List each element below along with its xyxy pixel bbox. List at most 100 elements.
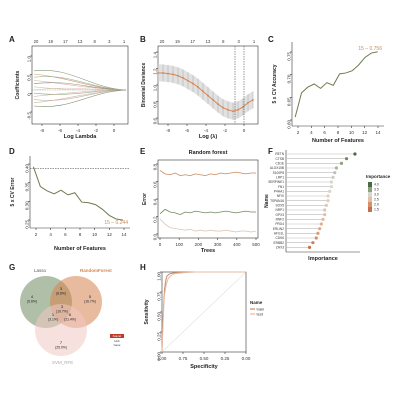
x-tick-label: 100 <box>175 242 183 247</box>
venn-region-count: 3 <box>61 304 64 309</box>
x-tick-label: -6 <box>58 128 62 133</box>
x-tick-label: 10 <box>92 232 98 237</box>
y-tick-label: 1.4 <box>153 52 158 59</box>
venn-region-count: 3 <box>60 286 63 291</box>
y-tick-label: 0.2 <box>153 216 158 223</box>
legend-tick-label: 3.5 <box>374 188 379 192</box>
x-tick-label: 8 <box>337 130 340 135</box>
roc-curve-chart: 1.00 0.75 0.50 0.25 0.00 0.00 0.25 0.50 0.75 1.00… <box>144 271 264 370</box>
panel-label-d: D <box>9 147 15 156</box>
venn-region-count: 5 <box>89 294 92 299</box>
deviance-point <box>247 101 249 104</box>
venn-region-percent: (16.7%) <box>84 300 96 304</box>
y-tick-label: 0.70 <box>287 74 292 83</box>
top-tick-label: 19 <box>48 39 53 44</box>
importance-point <box>314 236 318 240</box>
x-tick-label: 300 <box>214 242 222 247</box>
x-tick-label: -8 <box>166 128 170 133</box>
x-tick-label: -8 <box>40 128 44 133</box>
legend-color-swatch <box>368 187 372 192</box>
legend-title: Importance <box>366 174 391 179</box>
importance-point <box>329 180 334 184</box>
x-axis-title: Log Lambda <box>64 134 98 140</box>
feature-label: ZHX3 <box>276 246 284 250</box>
venn-region-percent: (3.1%) <box>48 318 58 322</box>
coefficient-path <box>33 76 127 91</box>
deviance-point <box>242 106 244 108</box>
deviance-point <box>187 79 189 82</box>
y-tick-label: 0.0 <box>153 234 158 241</box>
deviance-point <box>217 103 219 106</box>
venn-region-percent: (21.4%) <box>64 318 76 322</box>
x-tick-label: -4 <box>76 128 80 133</box>
plot-frame <box>157 159 259 239</box>
x-tick-label: 2 <box>35 232 38 237</box>
feature-label: RETN <box>275 152 284 156</box>
legend-tick-label: 2.0 <box>374 203 379 207</box>
error-series-line <box>159 218 257 233</box>
top-tick-label: 19 <box>175 39 180 44</box>
best-point-annotation: 15 – 0.756 <box>358 46 382 52</box>
y-axis-title: 5 x CV Error <box>10 177 16 206</box>
x-tick-label: 12 <box>107 232 113 237</box>
y-tick-label: 0.6 <box>153 118 158 125</box>
feature-importance-chart: Importance Name RETNCTSBCD1EALOX15BS100P8L… <box>264 150 391 262</box>
importance-point <box>344 157 349 161</box>
deviance-point <box>182 77 184 79</box>
error-series-line <box>159 170 256 177</box>
accuracy-line <box>294 51 378 118</box>
legend-color-swatch <box>368 202 372 207</box>
y-tick-label: 0.40 <box>25 164 30 173</box>
importance-point <box>334 166 339 170</box>
feature-label: NRP1 <box>275 208 284 212</box>
deviance-point <box>177 74 179 77</box>
feature-label: SERPINE1 <box>268 180 284 184</box>
error-series-line <box>159 208 256 216</box>
coefficient-path <box>33 82 127 91</box>
importance-point <box>329 185 334 189</box>
badge-text: hsa-let <box>113 334 122 338</box>
x-tick-label: 0.00 <box>242 356 251 361</box>
venn-region-percent: (8.8%) <box>56 292 66 296</box>
y-axis-title: Name <box>264 194 270 208</box>
feature-label: FN1 <box>278 185 284 189</box>
deviance-point <box>157 72 159 74</box>
x-tick-label: 4 <box>310 130 313 135</box>
y-axis-title: Coefficients <box>15 70 21 99</box>
x-tick-label: 500 <box>252 242 260 247</box>
deviance-point <box>197 86 199 89</box>
top-tick-label: 17 <box>190 39 195 44</box>
deviance-point <box>202 90 204 93</box>
venn-region-count: 4 <box>31 294 34 299</box>
badge-header <box>110 334 124 338</box>
legend-tick-label: 3.0 <box>374 193 379 197</box>
x-axis-title: Importance <box>308 256 338 262</box>
random-forest-error-chart: Random forest 0 100 200 300 400 500 0.0 0.2 0.4 0.… <box>142 150 260 254</box>
x-axis-title: Number of Features <box>312 138 364 144</box>
top-tick-label: 8 <box>93 39 96 44</box>
panel-label-g: G <box>9 263 16 272</box>
feature-label: TSPAN16 <box>270 199 284 203</box>
deviance-point <box>207 94 209 97</box>
importance-point <box>339 161 344 165</box>
feature-label: RNF2 <box>276 218 285 222</box>
importance-point <box>316 231 320 235</box>
x-axis-title: Trees <box>201 248 215 254</box>
roc-curve-line <box>161 271 246 353</box>
x-axis-title: Number of Features <box>54 246 106 252</box>
cv-accuracy-chart: 2 4 6 8 10 12 14 0.60 0.65 0.70 0.75 Number of Feat… <box>272 42 384 144</box>
feature-label: CDK6 <box>275 236 284 240</box>
feature-label: SOX5 <box>275 204 284 208</box>
deviance-point <box>237 108 239 111</box>
error-band <box>158 64 253 120</box>
plot-frame <box>31 45 129 125</box>
coefficient-path <box>33 89 127 97</box>
venn-set-label: SVM_RFE <box>52 360 73 365</box>
importance-point <box>319 222 323 226</box>
feature-label: S100P8 <box>273 171 285 175</box>
importance-point <box>311 241 315 245</box>
coefficient-path <box>33 89 127 104</box>
venn-region-percent: (5.6%) <box>27 300 37 304</box>
x-tick-label: -2 <box>94 128 98 133</box>
deviance-point <box>227 108 229 111</box>
